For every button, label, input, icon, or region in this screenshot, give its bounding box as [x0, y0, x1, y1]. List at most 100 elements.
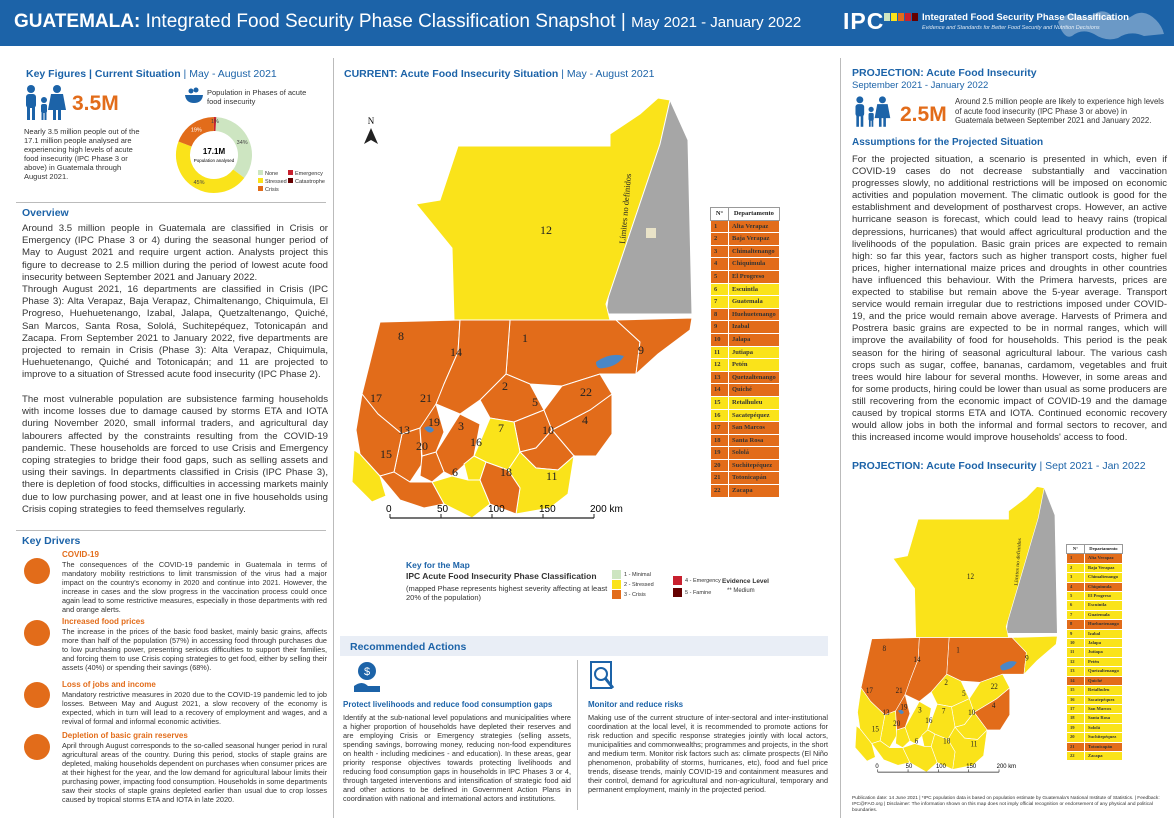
ipc-logo-bars [884, 13, 918, 21]
department-area [1011, 635, 1058, 676]
limits-label: Límites no definidos [1013, 538, 1023, 586]
department-number-label: 12 [540, 223, 552, 237]
table-cell: Retalhuleu [728, 395, 780, 410]
table-row: 11 Jutiapa [710, 345, 780, 360]
department-number-label: 18 [943, 736, 950, 746]
price-icon [24, 620, 50, 646]
overview-paragraph-2: Through August 2021, 16 departments are … [22, 284, 328, 381]
table-cell: 21 [710, 471, 729, 486]
table-cell: Petén [1084, 656, 1123, 668]
department-number-label: 10 [968, 708, 975, 718]
divider [16, 530, 326, 531]
scale-label: 0 [386, 504, 392, 515]
table-cell: 17 [1066, 703, 1085, 715]
department-number-label: 6 [915, 736, 919, 746]
overview-heading: Overview [22, 207, 69, 219]
department-number-label: 20 [416, 439, 428, 453]
donut-slice [214, 117, 252, 178]
table-row: 7 Guatemala [1066, 609, 1123, 621]
table-row: 13 Quetzaltenango [1066, 666, 1123, 677]
table-cell: Santa Rosa [1084, 713, 1123, 724]
department-number-label: 4 [582, 413, 588, 427]
actions-divider [577, 660, 578, 810]
table-cell: 6 [710, 282, 729, 297]
evidence-level-value: ** Medium [727, 588, 755, 594]
department-area [892, 486, 1045, 638]
key-figures-heading: Key Figures | Current Situation | May - … [26, 68, 277, 80]
table-cell: 14 [1066, 675, 1085, 687]
donut-center-label: Population analysed [194, 158, 235, 163]
current-summary-text: Nearly 3.5 million people out of the 17.… [24, 127, 140, 181]
table-cell: 5 [1066, 591, 1085, 602]
table-cell: Escuintla [1084, 600, 1123, 611]
table-cell: 17 [710, 421, 729, 435]
actions-heading: Recommended Actions [350, 641, 467, 653]
table-cell: San Marcos [1084, 703, 1123, 715]
table-cell: 19 [1066, 722, 1085, 734]
limits-marker [646, 228, 656, 238]
table-cell: 11 [1066, 647, 1085, 658]
scale-label: 150 [539, 504, 556, 515]
donut-legend-item: None [258, 170, 278, 178]
table-cell: 7 [1066, 609, 1085, 621]
table-row: 16 Sacatepéquez [710, 408, 780, 423]
table-row: 17 San Marcos [1066, 703, 1123, 715]
table-cell: 8 [1066, 619, 1085, 630]
department-number-label: 8 [398, 329, 404, 343]
population-donut-chart: 34% 45% 19% 1% 17.1M Population analysed [176, 117, 252, 193]
table-cell: 3 [710, 244, 729, 259]
map-key-title: IPC Acute Food Insecurity Phase Classifi… [406, 571, 597, 581]
table-cell: 12 [1066, 656, 1085, 668]
table-cell: Totonicapán [728, 471, 780, 486]
department-number-label: 5 [962, 689, 966, 699]
department-area [479, 461, 521, 515]
table-row: 20 Suchitepéquez [710, 458, 780, 473]
table-cell: El Progreso [728, 269, 780, 284]
table-header-cell: N° [1066, 543, 1085, 555]
north-arrow-icon [364, 128, 378, 144]
department-number-label: 15 [872, 724, 879, 734]
column-divider [333, 58, 334, 818]
ipc-logo-name: Integrated Food Security Phase Classific… [922, 12, 1129, 23]
department-number-label: 11 [970, 739, 977, 749]
table-cell: 13 [710, 370, 729, 385]
department-number-label: 10 [542, 423, 554, 437]
table-cell: 20 [710, 458, 729, 473]
donut-legend-item: Stressed [258, 178, 287, 186]
table-cell: Huehuetenango [1084, 619, 1123, 630]
table-row: 19 Sololá [710, 446, 780, 460]
table-cell: 21 [1066, 741, 1085, 752]
table-cell: Chiquimula [1084, 581, 1123, 593]
table-cell: 9 [1066, 628, 1085, 640]
department-number-label: 7 [942, 706, 946, 716]
divider [16, 202, 326, 203]
donut-slice-label: 45% [194, 180, 205, 186]
department-area [415, 97, 671, 321]
table-cell: Jalapa [728, 332, 780, 347]
donut-slice-label: 34% [237, 140, 248, 146]
table-row: 19 Sololá [1066, 722, 1123, 734]
table-row: 3 Chimaltenango [1066, 572, 1123, 583]
department-number-label: 19 [428, 415, 440, 429]
action-1-text: Identify at the sub-national level popul… [343, 713, 571, 803]
department-number-label: 14 [450, 345, 462, 359]
table-cell: 22 [710, 484, 729, 498]
department-number-label: 22 [991, 682, 998, 692]
actions-heading-bar [340, 636, 828, 656]
table-cell: Alta Verapaz [728, 219, 780, 234]
driver-title: Increased food prices [62, 617, 145, 626]
department-area [871, 740, 911, 766]
projection-period: September 2021 - January 2022 [852, 80, 989, 91]
driver-text: The increase in the prices of the basic … [62, 627, 327, 672]
department-number-label: 12 [967, 572, 974, 582]
phase-legend-right: 4 - Emergency 5 - Famine [673, 575, 721, 599]
title-separator: | [615, 11, 632, 32]
table-row: 2 Baja Verapaz [1066, 562, 1123, 574]
table-cell: Guatemala [728, 295, 780, 309]
table-row: 17 San Marcos [710, 421, 780, 435]
donut-slice [176, 141, 245, 193]
header-bar: GUATEMALA: Integrated Food Security Phas… [0, 0, 1174, 46]
scale-label: 100 [936, 763, 946, 770]
scale-label: 200 km [997, 763, 1016, 770]
department-number-label: 1 [522, 331, 528, 345]
